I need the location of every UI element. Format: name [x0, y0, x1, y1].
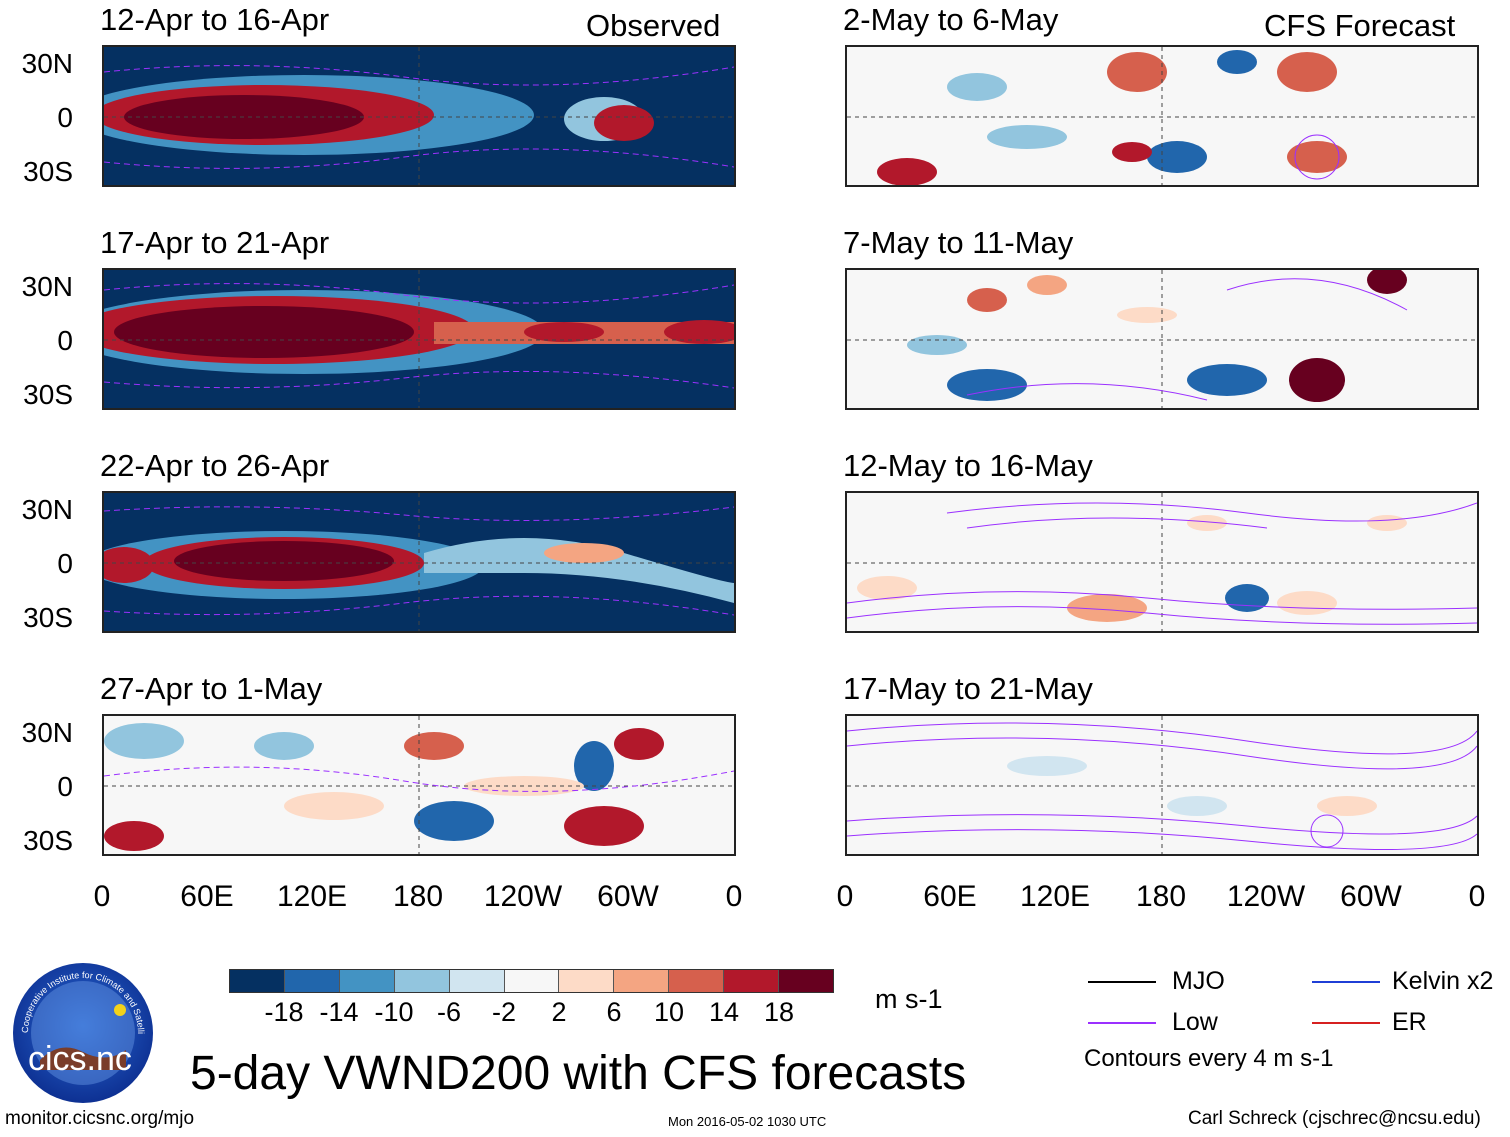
forecast-panel-4-title: 17-May to 21-May	[843, 671, 1093, 706]
forecast-panel-4	[845, 714, 1479, 856]
lat-label-30n: 30N	[21, 494, 73, 525]
footer-url[interactable]: monitor.cicsnc.org/mjo	[5, 1108, 195, 1129]
colorbar-tick: 14	[708, 997, 740, 1027]
lat-label-30s: 30S	[23, 602, 73, 633]
observed-panel-2	[102, 268, 736, 410]
colorbar-swatch	[230, 970, 285, 992]
lon-label: 60E	[180, 880, 234, 913]
lat-label-30s: 30S	[23, 156, 73, 187]
colorbar-tick: -14	[319, 997, 359, 1027]
forecast-panel-1-title: 2-May to 6-May	[843, 2, 1059, 37]
footer-author: Carl Schreck (cjschrec@ncsu.edu)	[1188, 1108, 1481, 1129]
colorbar-tick: -6	[436, 997, 462, 1027]
observed-panel-2-title: 17-Apr to 21-Apr	[100, 225, 330, 260]
lon-label: 180	[1135, 880, 1187, 913]
lat-label-eq: 0	[57, 771, 73, 802]
lon-label: 120W	[483, 880, 563, 913]
observed-panel-3	[102, 491, 736, 633]
lat-label-30n: 30N	[21, 271, 73, 302]
lat-label-30s: 30S	[23, 825, 73, 856]
colorbar-swatch	[284, 970, 340, 992]
colorbar-swatch	[504, 970, 560, 992]
legend-line-er	[1312, 1022, 1380, 1024]
lat-label-eq: 0	[57, 325, 73, 356]
observed-panel-3-title: 22-Apr to 26-Apr	[100, 448, 330, 483]
footer-timestamp: Mon 2016-05-02 1030 UTC	[668, 1114, 827, 1129]
observed-panel-4	[102, 714, 736, 856]
colorbar-swatch	[559, 970, 615, 992]
legend-label-low: Low	[1172, 1008, 1218, 1036]
lat-label-eq: 0	[57, 548, 73, 579]
colorbar-swatches	[229, 969, 834, 993]
lat-label-eq: 0	[57, 102, 73, 133]
main-title: 5-day VWND200 with CFS forecasts	[190, 1047, 967, 1100]
lon-label: 120E	[276, 880, 348, 913]
lon-label: 120E	[1019, 880, 1091, 913]
lon-label: 0	[725, 880, 743, 913]
lon-label: 0	[836, 880, 854, 913]
legend-note: Contours every 4 m s-1	[1084, 1045, 1334, 1072]
colorbar-tick: -10	[374, 997, 414, 1027]
colorbar-swatch	[449, 970, 505, 992]
forecast-label: CFS Forecast	[1264, 8, 1456, 43]
lon-label: 0	[1468, 880, 1486, 913]
legend-line-mjo	[1088, 981, 1156, 983]
colorbar-tick: 6	[606, 997, 622, 1027]
colorbar-tick: 10	[653, 997, 685, 1027]
forecast-panel-2-title: 7-May to 11-May	[843, 225, 1074, 260]
colorbar-swatch	[669, 970, 725, 992]
colorbar-tick: 18	[763, 997, 795, 1027]
lon-label: 60W	[1340, 880, 1402, 913]
lon-label: 0	[93, 880, 111, 913]
lat-label-30n: 30N	[21, 48, 73, 79]
logo-text: cics.nc	[28, 1040, 132, 1078]
colorbar-swatch	[614, 970, 670, 992]
lat-label-30s: 30S	[23, 379, 73, 410]
lat-label-30n: 30N	[21, 717, 73, 748]
colorbar-swatch	[724, 970, 780, 992]
lon-label: 180	[392, 880, 444, 913]
colorbar-tick: 2	[551, 997, 567, 1027]
cics-logo: Cooperative Institute for Climate and Sa…	[7, 952, 156, 1106]
legend-label-kelvin: Kelvin x2	[1392, 967, 1494, 995]
observed-panel-1	[102, 45, 736, 187]
colorbar-swatch	[779, 970, 833, 992]
legend-label-mjo: MJO	[1172, 967, 1225, 995]
forecast-panel-1	[845, 45, 1479, 187]
colorbar-unit: m s-1	[875, 984, 943, 1014]
colorbar-swatch	[394, 970, 450, 992]
lon-label: 120W	[1226, 880, 1306, 913]
forecast-panel-3	[845, 491, 1479, 633]
observed-label: Observed	[586, 8, 721, 43]
legend-line-low	[1088, 1022, 1156, 1024]
lon-label: 60W	[597, 880, 659, 913]
lon-label: 60E	[923, 880, 977, 913]
legend-line-kelvin	[1312, 981, 1380, 983]
forecast-panel-3-title: 12-May to 16-May	[843, 448, 1093, 483]
observed-panel-4-title: 27-Apr to 1-May	[100, 671, 323, 706]
colorbar-swatch	[339, 970, 395, 992]
forecast-panel-2	[845, 268, 1479, 410]
colorbar-tick: -2	[491, 997, 517, 1027]
legend-label-er: ER	[1392, 1008, 1427, 1036]
colorbar-tick: -18	[264, 997, 304, 1027]
observed-panel-1-title: 12-Apr to 16-Apr	[100, 2, 330, 37]
